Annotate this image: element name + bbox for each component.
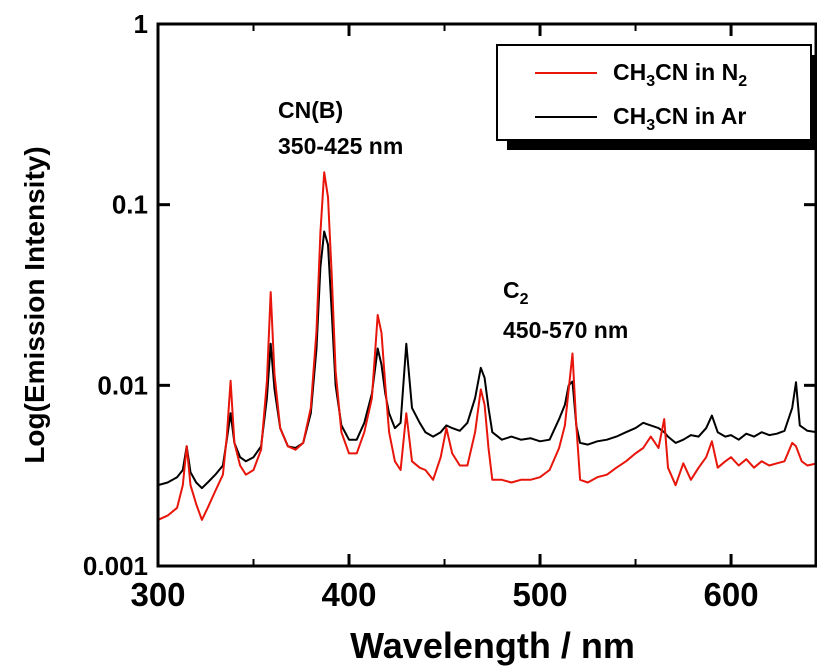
annotation-cn-b-line-1: CN(B) (278, 97, 343, 123)
axes-layer (156, 22, 817, 568)
series-line-n2 (158, 171, 817, 521)
legend-label-1: CH3​CN in N2​ (613, 59, 747, 90)
series-layer (158, 171, 817, 521)
y-axis-title: Log(Emission Intensity) (19, 146, 50, 463)
annotation-c2-line-1: C2​ (503, 277, 529, 308)
y-tick-label-2: 0.1 (112, 190, 148, 220)
x-tick-label-600: 600 (704, 576, 759, 613)
y-tick-label-3: 1 (134, 9, 148, 39)
legend-label-2: CH3​CN in Ar (613, 103, 746, 134)
x-tick-label-300: 300 (130, 576, 185, 613)
x-tick-label-500: 500 (512, 576, 567, 613)
y-tick-label-1: 0.01 (97, 370, 148, 400)
legend-box (496, 44, 812, 141)
legend: CH3​CN in N2​ CH3​CN in Ar (496, 44, 817, 150)
plot-frame (156, 22, 817, 568)
annotation-c2-line-2: 450-570 nm (503, 317, 628, 343)
y-tick-label-0: 0.001 (83, 551, 148, 581)
series-line-ar (158, 230, 817, 490)
annotation-cn-b-line-2: 350-425 nm (278, 133, 403, 159)
x-axis-title: Wavelength / nm (350, 625, 635, 666)
x-tick-label-400: 400 (321, 576, 376, 613)
labels-layer: 300 400 500 600 0.001 0.01 0.1 1 Wavelength / nm… (19, 9, 759, 666)
